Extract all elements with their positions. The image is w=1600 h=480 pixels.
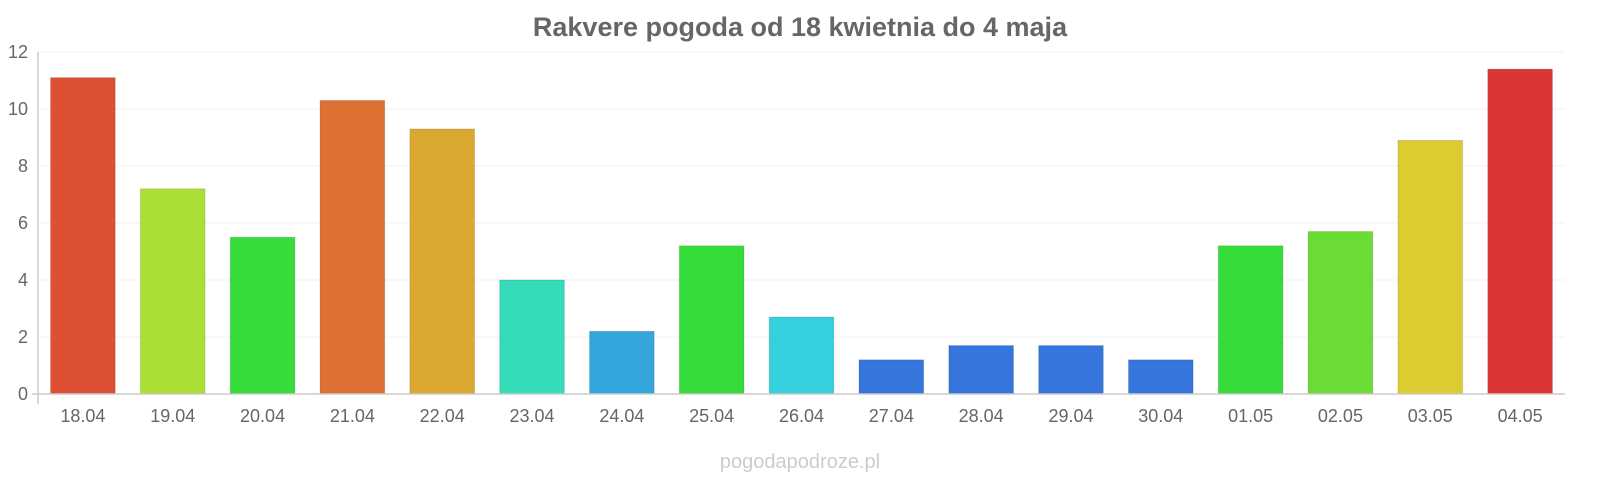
bar bbox=[1038, 345, 1104, 395]
x-tick-label: 01.05 bbox=[1228, 406, 1273, 426]
y-axis-ticks: 0 2 4 6 8 10 12 bbox=[8, 42, 28, 404]
x-tick-label: 18.04 bbox=[60, 406, 105, 426]
x-tick-label: 02.05 bbox=[1318, 406, 1363, 426]
bars bbox=[50, 68, 1553, 395]
x-tick-label: 28.04 bbox=[959, 406, 1004, 426]
bar bbox=[768, 316, 835, 395]
bar bbox=[499, 279, 565, 395]
bar bbox=[50, 77, 116, 395]
y-tick-label: 2 bbox=[18, 327, 28, 347]
x-tick-label: 03.05 bbox=[1408, 406, 1453, 426]
bar bbox=[1307, 231, 1374, 395]
bar bbox=[319, 99, 386, 395]
x-tick-label: 23.04 bbox=[510, 406, 555, 426]
x-tick-label: 21.04 bbox=[330, 406, 375, 426]
bar bbox=[409, 128, 476, 395]
x-tick-label: 25.04 bbox=[689, 406, 734, 426]
bar bbox=[1397, 139, 1464, 395]
chart-title: Rakvere pogoda od 18 kwietnia do 4 maja bbox=[533, 12, 1068, 42]
bar bbox=[678, 245, 745, 395]
bar bbox=[858, 359, 925, 395]
y-tick-label: 12 bbox=[8, 42, 28, 62]
x-tick-label: 20.04 bbox=[240, 406, 285, 426]
y-tick-label: 6 bbox=[18, 213, 28, 233]
x-tick-label: 04.05 bbox=[1498, 406, 1543, 426]
bar bbox=[229, 236, 296, 395]
axes bbox=[32, 52, 1565, 404]
bar bbox=[948, 345, 1014, 395]
y-tick-label: 10 bbox=[8, 99, 28, 119]
y-tick-label: 4 bbox=[18, 270, 28, 290]
bar bbox=[1127, 359, 1194, 395]
x-axis-ticks: 18.04 19.04 20.04 21.04 22.04 23.04 24.04 25.04… bbox=[60, 406, 1542, 426]
bar bbox=[1217, 245, 1284, 395]
x-tick-label: 24.04 bbox=[599, 406, 644, 426]
x-tick-label: 29.04 bbox=[1048, 406, 1093, 426]
x-tick-label: 22.04 bbox=[420, 406, 465, 426]
bar bbox=[1487, 68, 1553, 395]
x-tick-label: 19.04 bbox=[150, 406, 195, 426]
x-tick-label: 30.04 bbox=[1138, 406, 1183, 426]
x-tick-label: 26.04 bbox=[779, 406, 824, 426]
source-watermark: pogodapodroze.pl bbox=[720, 451, 880, 473]
bar bbox=[139, 188, 206, 395]
bar bbox=[589, 330, 655, 395]
y-tick-label: 8 bbox=[18, 156, 28, 176]
y-tick-label: 0 bbox=[18, 384, 28, 404]
x-tick-label: 27.04 bbox=[869, 406, 914, 426]
